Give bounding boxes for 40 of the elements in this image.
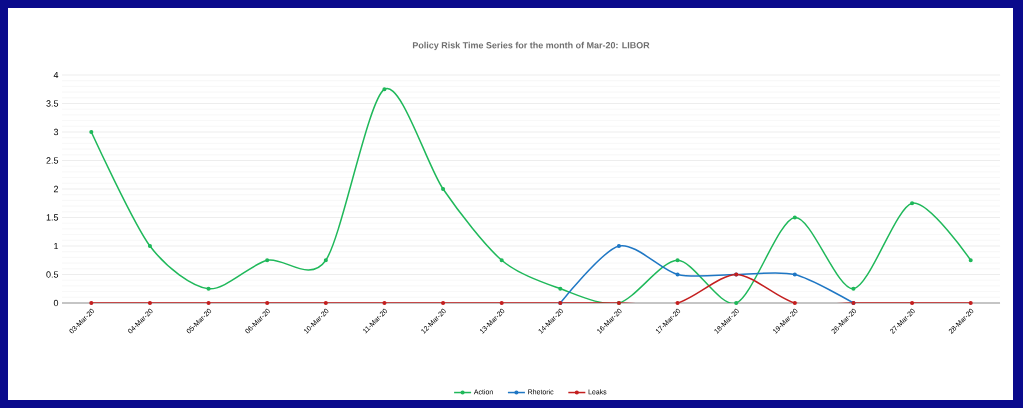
- point: [441, 186, 446, 192]
- y-tick-label: 3: [53, 128, 59, 136]
- point: [675, 272, 680, 277]
- y-tick-label: 0.5: [46, 271, 59, 278]
- point: [206, 300, 211, 306]
- point: [265, 258, 270, 263]
- y-tick-label: 3.5: [46, 100, 59, 107]
- y-tick-label: 4: [53, 71, 59, 79]
- point: [792, 272, 797, 277]
- point: [441, 300, 446, 306]
- point: [734, 300, 739, 306]
- chart-title: Policy Risk Time Series for the month of Mar-20: LIBOR: [412, 41, 650, 51]
- point: [89, 300, 94, 306]
- point: [265, 300, 270, 306]
- y-tick-label: 1: [54, 242, 59, 250]
- point: [616, 243, 621, 249]
- point: [499, 258, 504, 263]
- point: [910, 300, 915, 306]
- point: [499, 300, 504, 306]
- point: [558, 286, 563, 291]
- y-tick-label: 2: [53, 185, 59, 193]
- point: [968, 258, 973, 263]
- point: [323, 258, 328, 263]
- point: [910, 201, 915, 206]
- point: [792, 300, 797, 306]
- point: [675, 300, 680, 306]
- y-tick-label: 1.5: [46, 214, 59, 221]
- y-tick-label: 2.5: [46, 157, 59, 164]
- y-tick-label: 0: [53, 299, 59, 307]
- point: [147, 300, 152, 306]
- point: [968, 300, 973, 306]
- point: [851, 286, 856, 291]
- point: [147, 243, 152, 249]
- point: [89, 129, 94, 135]
- point: [323, 300, 328, 306]
- point: [792, 215, 797, 220]
- point: [382, 300, 387, 306]
- point: [206, 286, 211, 291]
- point: [675, 258, 680, 263]
- point: [382, 87, 387, 92]
